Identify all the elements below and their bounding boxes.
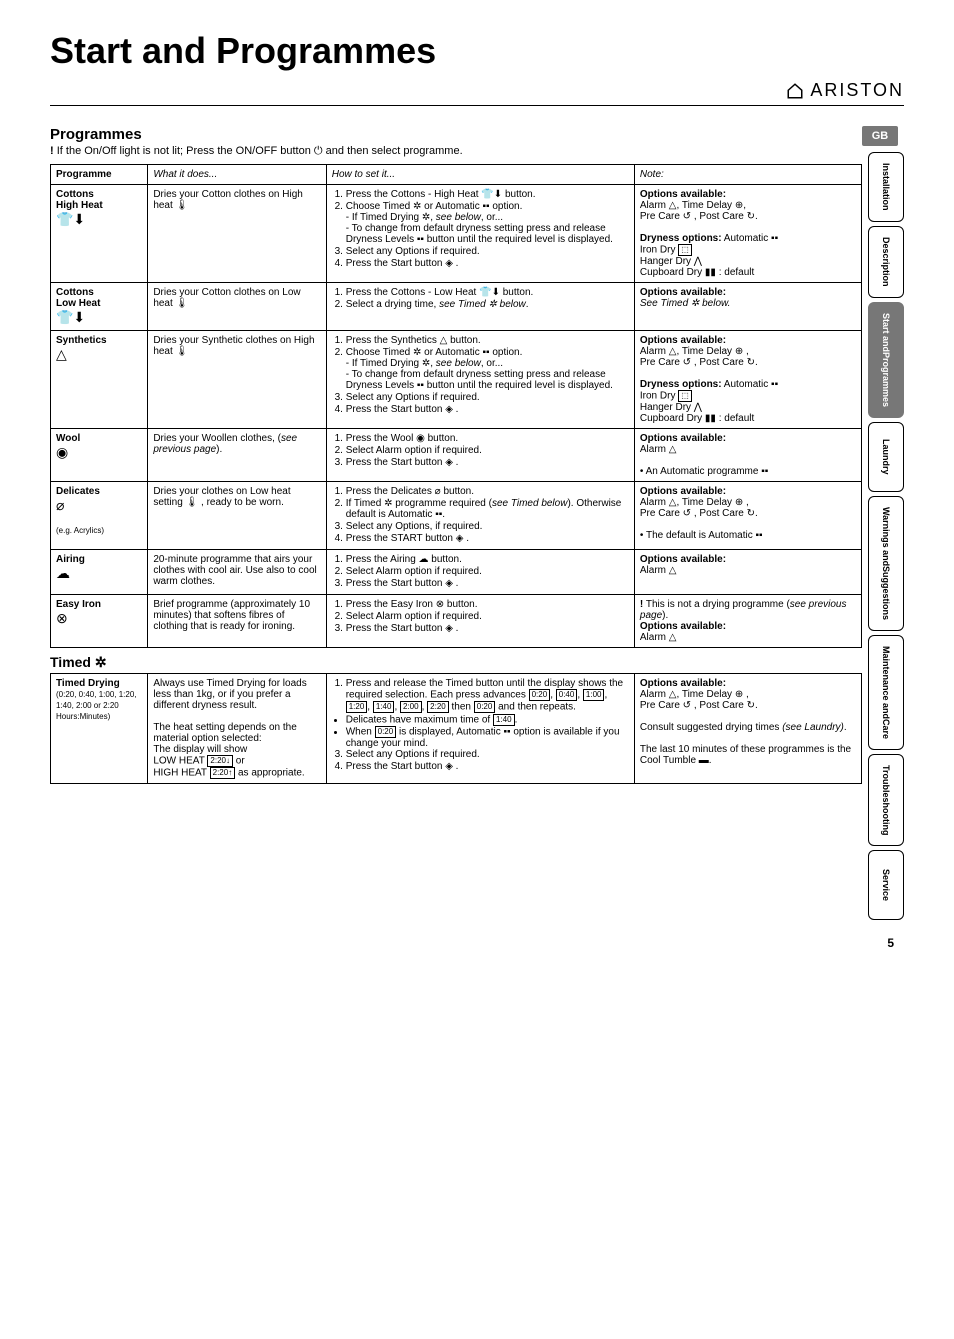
programme-name: Timed Drying [56,678,142,689]
table-row: CottonsHigh Heat👕⬇ Dries your Cotton clot… [51,185,862,283]
divider [50,105,904,106]
side-tab[interactable]: Installation [868,152,904,222]
note-cell: Options available:Alarm △, Time Delay ⊕,… [634,185,861,283]
side-tab[interactable]: Maintenance andCare [868,635,904,750]
side-tab[interactable]: Start andProgrammes [868,302,904,418]
programme-name: Synthetics [56,335,142,346]
programme-name: Airing [56,554,142,565]
what-cell: Dries your Woollen clothes, (see previou… [148,429,326,482]
programme-icon: 👕⬇ [56,211,142,228]
what-cell: Dries your clothes on Low heat setting 🌡… [148,482,326,550]
how-cell: Press the Synthetics △ button.Choose Tim… [326,331,634,429]
table-row: CottonsLow Heat👕⬇ Dries your Cotton cloth… [51,283,862,331]
timed-heading: Timed ✲ [50,654,862,671]
table-row: Synthetics△ Dries your Synthetic clothes … [51,331,862,429]
programme-name: Wool [56,433,142,444]
brand-name: ARISTON [810,80,904,101]
table-row: Timed Drying(0:20, 0:40, 1:00, 1:20, 1:4… [51,674,862,784]
how-cell: Press the Easy Iron ⊗ button.Select Alar… [326,595,634,648]
note-cell: ! This is not a drying programme (see pr… [634,595,861,648]
page-number: 5 [50,936,904,950]
how-cell: Press the Airing ☁ button.Select Alarm o… [326,550,634,595]
how-cell: Press the Wool ◉ button.Select Alarm opt… [326,429,634,482]
note-cell: Options available:Alarm △, Time Delay ⊕ … [634,482,861,550]
table-row: Airing☁ 20-minute programme that airs you… [51,550,862,595]
side-tab[interactable]: Laundry [868,422,904,492]
intro-text: ! If the On/Off light is not lit; Press … [50,145,862,158]
programmes-heading: Programmes [50,126,862,143]
table-row: Delicates⌀(e.g. Acrylics)Dries your clot… [51,482,862,550]
side-tab[interactable]: Warnings andSuggestions [868,496,904,631]
note-cell: Options available:See Timed ✲ below. [634,283,861,331]
page-title: Start and Programmes [50,30,904,72]
col-note: Note: [634,165,861,185]
home-icon [786,82,804,100]
programme-name: CottonsHigh Heat [56,189,142,211]
language-badge: GB [862,126,898,146]
note-cell: Options available:Alarm △, Time Delay ⊕ … [634,674,861,784]
what-cell: Dries your Cotton clothes on High heat 🌡 [148,185,326,283]
what-cell: 20-minute programme that airs your cloth… [148,550,326,595]
what-cell: Always use Timed Drying for loads less t… [148,674,326,784]
side-tabs: Installation Description Start andProgramm… [868,152,904,920]
programme-icon: ◉ [56,444,142,461]
table-row: Wool◉ Dries your Woollen clothes, (see pr… [51,429,862,482]
programmes-table: Programme What it does... How to set it.… [50,164,862,648]
col-programme: Programme [51,165,148,185]
programme-icon: ⊗ [56,610,142,627]
what-cell: Dries your Cotton clothes on Low heat 🌡 [148,283,326,331]
note-cell: Options available:Alarm △ [634,550,861,595]
programme-icon: ☁ [56,565,142,582]
programme-name: Delicates [56,486,142,497]
col-how: How to set it... [326,165,634,185]
programme-name: Easy Iron [56,599,142,610]
side-column: GB Installation Description Start andProgr… [862,126,904,920]
note-cell: Options available:Alarm △• An Automatic … [634,429,861,482]
timed-table: Timed Drying(0:20, 0:40, 1:00, 1:20, 1:4… [50,673,862,784]
programme-name: CottonsLow Heat [56,287,142,309]
programme-icon: 👕⬇ [56,309,142,326]
side-tab[interactable]: Service [868,850,904,920]
what-cell: Brief programme (approximately 10 minute… [148,595,326,648]
col-what: What it does... [148,165,326,185]
how-cell: Press the Cottons - High Heat 👕⬇ button.… [326,185,634,283]
how-cell: Press the Cottons - Low Heat 👕⬇ button.S… [326,283,634,331]
side-tab[interactable]: Troubleshooting [868,754,904,847]
programme-icon: △ [56,346,142,363]
table-row: Easy Iron⊗ Brief programme (approximately… [51,595,862,648]
programme-icon: ⌀ [56,497,142,514]
note-cell: Options available:Alarm △, Time Delay ⊕ … [634,331,861,429]
brand-row: ARISTON [50,80,904,101]
how-cell: Press and release the Timed button until… [326,674,634,784]
how-cell: Press the Delicates ⌀ button.If Timed ✲ … [326,482,634,550]
what-cell: Dries your Synthetic clothes on High hea… [148,331,326,429]
side-tab[interactable]: Description [868,226,904,298]
